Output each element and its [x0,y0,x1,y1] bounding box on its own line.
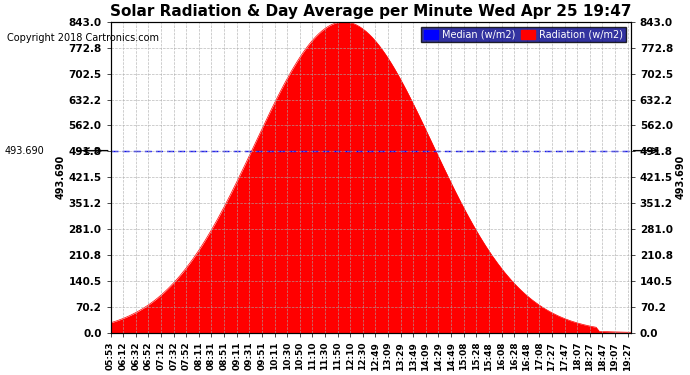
Text: Copyright 2018 Cartronics.com: Copyright 2018 Cartronics.com [7,33,159,43]
Legend: Median (w/m2), Radiation (w/m2): Median (w/m2), Radiation (w/m2) [421,27,626,42]
Y-axis label: 493.690: 493.690 [55,155,66,200]
Text: 493.690: 493.690 [4,146,44,156]
Y-axis label: 493.690: 493.690 [676,155,686,200]
Title: Solar Radiation & Day Average per Minute Wed Apr 25 19:47: Solar Radiation & Day Average per Minute… [110,4,631,19]
